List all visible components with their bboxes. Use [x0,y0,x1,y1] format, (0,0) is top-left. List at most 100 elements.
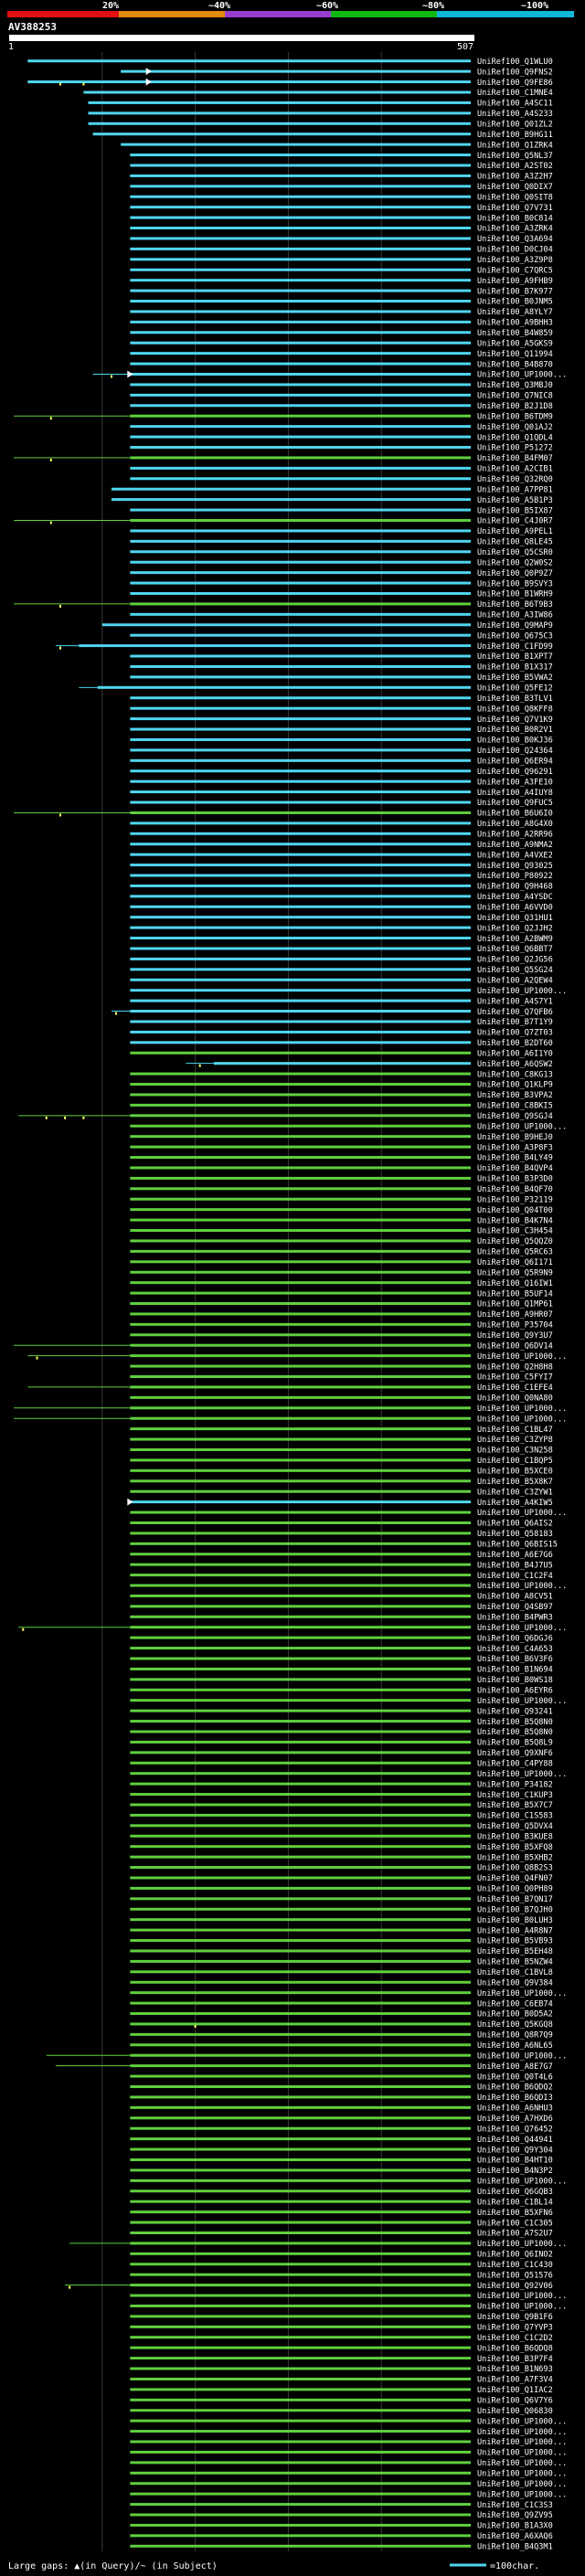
hit-id[interactable]: UniRef100_Q6DGJ6 [477,1634,553,1643]
hit-id[interactable]: UniRef100_A5GKS9 [477,339,553,348]
hit-id[interactable]: UniRef100_B3VPA2 [477,1091,553,1100]
hit-row[interactable]: UniRef100_Q5QQZ0 [130,1237,553,1246]
hit-bar[interactable] [130,1970,471,1974]
hit-row[interactable]: UniRef100_UP1000... [130,1697,567,1706]
hit-row[interactable]: UniRef100_Q04T00 [130,1206,553,1215]
hit-row[interactable]: UniRef100_Q0DIX7 [130,183,553,192]
hit-bar[interactable] [130,853,471,856]
hit-bar[interactable] [88,101,471,104]
hit-row[interactable]: UniRef100_C1C2D2 [130,2334,553,2343]
hit-id[interactable]: UniRef100_Q6BBT7 [477,945,553,954]
hit-bar[interactable] [97,685,472,689]
hit-id[interactable]: UniRef100_Q0P9Z7 [477,569,553,578]
hit-bar[interactable] [130,1489,471,1493]
hit-bar[interactable] [130,654,471,658]
hit-id[interactable]: UniRef100_B1N693 [477,2365,553,2374]
hit-bar[interactable] [130,1437,471,1441]
hit-id[interactable]: UniRef100_C7QRC5 [477,266,553,275]
hit-bar[interactable] [130,2043,471,2047]
hit-bar[interactable] [130,1626,471,1629]
hit-row[interactable]: UniRef100_UP1000... [130,987,567,996]
hit-id[interactable]: UniRef100_UP1000... [477,2438,567,2447]
hit-id[interactable]: UniRef100_Q9FNS2 [477,68,553,77]
hit-row[interactable]: UniRef100_UP1000... [14,1415,567,1424]
hit-bar[interactable] [130,2032,471,2036]
hit-row[interactable]: UniRef100_Q9XNF6 [130,1749,553,1758]
hit-bar[interactable] [130,1740,471,1744]
hit-row[interactable]: UniRef100_B6QDQ8 [130,2344,553,2353]
hit-id[interactable]: UniRef100_C1C430 [477,2261,553,2270]
hit-row[interactable]: UniRef100_B0KJ36 [130,737,553,746]
hit-id[interactable]: UniRef100_Q7QFB6 [477,1008,553,1017]
hit-row[interactable]: UniRef100_A6EYR6 [130,1686,553,1695]
hit-row[interactable]: UniRef100_Q0NA80 [130,1394,553,1404]
hit-bar[interactable] [130,2147,471,2151]
hit-row[interactable]: UniRef100_Q9FUC5 [130,799,553,808]
hit-id[interactable]: UniRef100_B4QF70 [477,1185,553,1194]
hit-id[interactable]: UniRef100_C3N258 [477,1447,553,1456]
hit-row[interactable]: UniRef100_Q01ZL2 [88,120,553,129]
hit-bar[interactable] [130,2336,471,2339]
hit-bar[interactable] [130,1364,471,1368]
hit-bar[interactable] [130,1135,471,1139]
hit-row[interactable]: UniRef100_B4Q3M1 [130,2542,553,2551]
hit-id[interactable]: UniRef100_A7S2U7 [477,2230,553,2239]
hit-id[interactable]: UniRef100_B5XFN6 [477,2209,553,2218]
hit-row[interactable]: UniRef100_C8KG13 [130,1070,553,1079]
hit-id[interactable]: UniRef100_Q5DVX4 [477,1822,553,1831]
hit-id[interactable]: UniRef100_Q1WLU0 [477,58,553,67]
hit-bar[interactable] [130,2263,471,2266]
hit-row[interactable]: UniRef100_B5VWA2 [130,673,553,683]
hit-bar[interactable] [130,1166,471,1170]
hit-id[interactable]: UniRef100_A4VXE2 [477,851,553,860]
hit-row[interactable]: UniRef100_B3VPA2 [130,1091,553,1100]
hit-row[interactable]: UniRef100_Q5R9N9 [130,1268,553,1277]
hit-id[interactable]: UniRef100_C1C305 [477,2219,553,2228]
hit-bar[interactable] [130,1218,471,1222]
hit-id[interactable]: UniRef100_C8KG13 [477,1070,553,1079]
hit-id[interactable]: UniRef100_C1BQP5 [477,1457,553,1466]
hit-row[interactable]: UniRef100_C1BL14 [130,2198,553,2207]
hit-bar[interactable] [213,1062,471,1065]
hit-id[interactable]: UniRef100_Q7YVP3 [477,2324,553,2333]
hit-bar[interactable] [130,373,471,376]
hit-row[interactable]: UniRef100_Q8LE45 [130,538,553,547]
hit-bar[interactable] [130,1374,471,1378]
hit-id[interactable]: UniRef100_B6V3F6 [477,1655,553,1664]
hit-row[interactable]: UniRef100_C1BL47 [130,1426,553,1435]
hit-id[interactable]: UniRef100_B5NZW4 [477,1958,553,1967]
hit-bar[interactable] [130,2503,471,2507]
hit-bar[interactable] [130,1949,471,1953]
hit-row[interactable]: UniRef100_Q06830 [130,2407,553,2416]
hit-row[interactable]: UniRef100_B4K7N4 [130,1216,553,1225]
hit-bar[interactable] [130,978,471,981]
hit-id[interactable]: UniRef100_Q6I171 [477,1258,553,1267]
hit-id[interactable]: UniRef100_Q0NA80 [477,1394,553,1404]
hit-row[interactable]: UniRef100_A4SC11 [88,100,553,109]
hit-row[interactable]: UniRef100_Q9Y3U7 [130,1331,553,1341]
hit-row[interactable]: UniRef100_B1XPT7 [130,652,553,662]
hit-id[interactable]: UniRef100_Q32RQ0 [477,475,553,484]
hit-row[interactable]: UniRef100_Q9V384 [130,1978,553,1988]
hit-row[interactable]: UniRef100_B4N3P2 [130,2167,553,2176]
hit-row[interactable]: UniRef100_A9PEL1 [130,527,553,536]
hit-row[interactable]: UniRef100_A4S7Y1 [130,997,553,1006]
hit-id[interactable]: UniRef100_Q5CSR0 [477,548,553,557]
hit-id[interactable]: UniRef100_UP1000... [477,2428,567,2437]
hit-row[interactable]: UniRef100_Q8R7Q9 [130,2031,553,2041]
hit-bar[interactable] [130,1574,471,1577]
hit-bar[interactable] [130,1322,471,1326]
hit-bar[interactable] [130,1886,471,1890]
hit-bar[interactable] [130,2388,471,2391]
hit-id[interactable]: UniRef100_UP1000... [477,2490,567,2499]
hit-bar[interactable] [130,1479,471,1483]
hit-id[interactable]: UniRef100_B1X317 [477,663,553,673]
hit-row[interactable]: UniRef100_B5VB93 [130,1937,553,1946]
hit-bar[interactable] [130,2544,471,2548]
hit-id[interactable]: UniRef100_Q0DIX7 [477,183,553,192]
hit-row[interactable]: UniRef100_Q6ER94 [130,758,553,767]
hit-bar[interactable] [130,811,471,814]
hit-id[interactable]: UniRef100_Q01ZL2 [477,120,553,129]
hit-id[interactable]: UniRef100_B0R2V1 [477,726,553,735]
hit-bar[interactable] [130,2200,471,2203]
